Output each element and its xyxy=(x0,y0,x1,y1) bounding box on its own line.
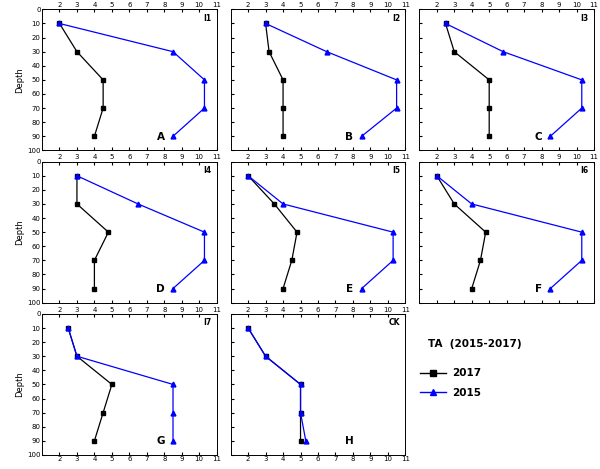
Text: TA  (2015-2017): TA (2015-2017) xyxy=(428,339,521,349)
Text: I2: I2 xyxy=(392,14,400,23)
Text: CK: CK xyxy=(389,318,400,327)
Text: I1: I1 xyxy=(203,14,211,23)
Y-axis label: Depth: Depth xyxy=(16,219,25,245)
Text: H: H xyxy=(345,437,354,446)
Y-axis label: Depth: Depth xyxy=(16,371,25,397)
Text: D: D xyxy=(157,284,165,294)
Text: I7: I7 xyxy=(203,318,211,327)
Text: A: A xyxy=(157,132,165,142)
Legend: 2017, 2015: 2017, 2015 xyxy=(416,364,485,402)
Text: I6: I6 xyxy=(581,166,589,175)
Text: F: F xyxy=(535,284,542,294)
Text: I4: I4 xyxy=(203,166,211,175)
Text: E: E xyxy=(346,284,353,294)
Text: C: C xyxy=(534,132,542,142)
Text: G: G xyxy=(157,437,165,446)
Text: B: B xyxy=(346,132,353,142)
Text: I5: I5 xyxy=(392,166,400,175)
Text: I3: I3 xyxy=(581,14,589,23)
Y-axis label: Depth: Depth xyxy=(16,67,25,93)
